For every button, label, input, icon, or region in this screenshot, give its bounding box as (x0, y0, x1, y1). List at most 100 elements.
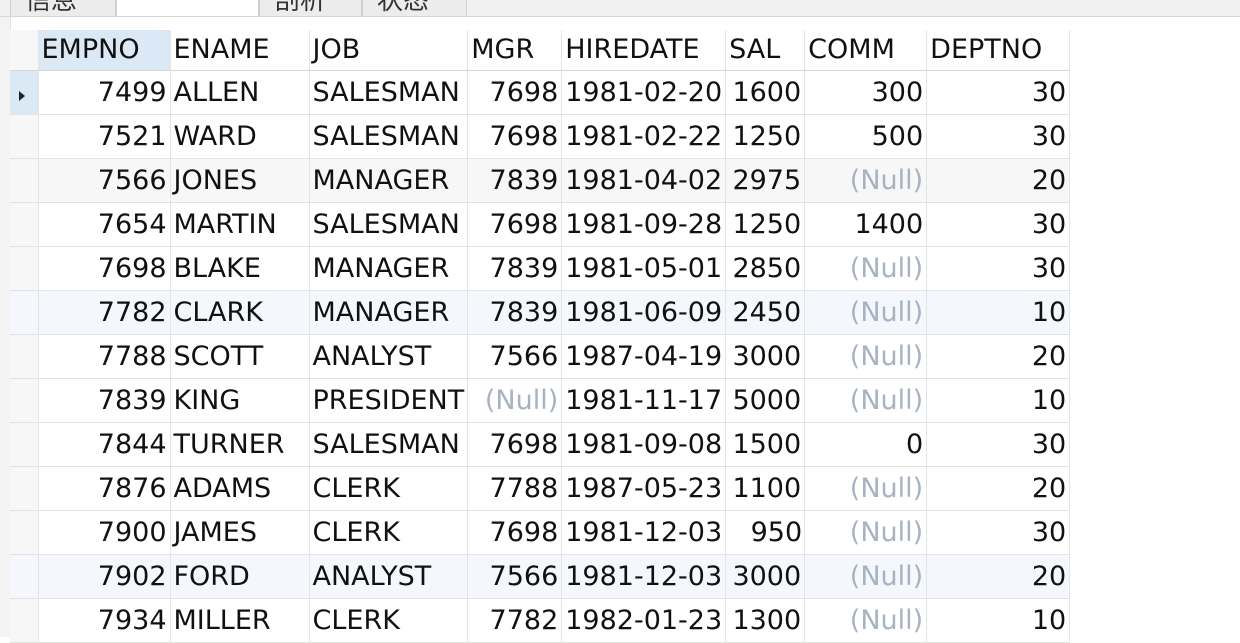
cell-empno[interactable]: 7934 (38, 598, 171, 643)
cell-sal[interactable]: 2975 (725, 158, 806, 203)
cell-ename[interactable]: JONES (170, 158, 310, 203)
cell-sal[interactable]: 3000 (725, 334, 806, 379)
table-row[interactable]: 7839 KING PRESIDENT (Null) 1981-11-17 5000 (Nu… (10, 378, 1071, 423)
cell-hiredate[interactable]: 1981-12-03 (561, 554, 727, 599)
row-selector[interactable] (10, 290, 39, 335)
column-header-deptno[interactable]: DEPTNO (926, 30, 1071, 71)
cell-mgr[interactable]: 7788 (467, 466, 563, 511)
cell-job[interactable]: SALESMAN (309, 70, 469, 115)
cell-comm[interactable]: (Null) (804, 378, 928, 423)
column-header-job[interactable]: JOB (309, 30, 469, 71)
cell-empno[interactable]: 7900 (38, 510, 171, 555)
cell-mgr[interactable]: 7698 (467, 510, 563, 555)
cell-hiredate[interactable]: 1981-06-09 (561, 290, 727, 335)
cell-ename[interactable]: SCOTT (170, 334, 310, 379)
cell-mgr[interactable]: 7782 (467, 598, 563, 643)
cell-empno[interactable]: 7839 (38, 378, 171, 423)
column-header-hiredate[interactable]: HIREDATE (561, 30, 727, 71)
row-selector[interactable] (10, 598, 39, 643)
row-selector[interactable] (10, 466, 39, 511)
cell-sal[interactable]: 950 (725, 510, 806, 555)
cell-deptno[interactable]: 20 (926, 334, 1071, 379)
cell-job[interactable]: SALESMAN (309, 114, 469, 159)
cell-sal[interactable]: 1250 (725, 114, 806, 159)
cell-hiredate[interactable]: 1981-12-03 (561, 510, 727, 555)
cell-comm[interactable]: (Null) (804, 510, 928, 555)
cell-job[interactable]: MANAGER (309, 246, 469, 291)
cell-deptno[interactable]: 20 (926, 466, 1071, 511)
cell-hiredate[interactable]: 1981-09-08 (561, 422, 727, 467)
row-selector[interactable] (10, 554, 39, 599)
cell-ename[interactable]: ALLEN (170, 70, 310, 115)
cell-ename[interactable]: CLARK (170, 290, 310, 335)
table-row[interactable]: 7934 MILLER CLERK 7782 1982-01-23 1300 (Null) 1… (10, 598, 1071, 643)
cell-deptno[interactable]: 20 (926, 158, 1071, 203)
cell-ename[interactable]: JAMES (170, 510, 310, 555)
cell-sal[interactable]: 1250 (725, 202, 806, 247)
cell-empno[interactable]: 7499 (38, 70, 171, 115)
cell-comm[interactable]: (Null) (804, 290, 928, 335)
table-row[interactable]: 7698 BLAKE MANAGER 7839 1981-05-01 2850 (Null)… (10, 246, 1071, 291)
cell-mgr[interactable]: 7698 (467, 114, 563, 159)
cell-deptno[interactable]: 30 (926, 114, 1071, 159)
cell-job[interactable]: SALESMAN (309, 202, 469, 247)
table-row[interactable]: 7844 TURNER SALESMAN 7698 1981-09-08 1500 0 30 (10, 422, 1071, 467)
cell-hiredate[interactable]: 1981-02-22 (561, 114, 727, 159)
table-row[interactable]: 7900 JAMES CLERK 7698 1981-12-03 950 (Null) 30 (10, 510, 1071, 555)
cell-sal[interactable]: 3000 (725, 554, 806, 599)
cell-empno[interactable]: 7788 (38, 334, 171, 379)
cell-deptno[interactable]: 30 (926, 422, 1071, 467)
column-header-comm[interactable]: COMM (804, 30, 928, 71)
cell-mgr[interactable]: 7698 (467, 70, 563, 115)
tab-result[interactable] (116, 0, 259, 16)
cell-hiredate[interactable]: 1982-01-23 (561, 598, 727, 643)
cell-sal[interactable]: 1300 (725, 598, 806, 643)
row-selector[interactable] (10, 114, 39, 159)
cell-deptno[interactable]: 30 (926, 246, 1071, 291)
table-row[interactable]: 7782 CLARK MANAGER 7839 1981-06-09 2450 (Null)… (10, 290, 1071, 335)
cell-hiredate[interactable]: 1981-04-02 (561, 158, 727, 203)
column-header-empno[interactable]: EMPNO (38, 30, 171, 71)
row-selector[interactable] (10, 334, 39, 379)
cell-sal[interactable]: 2850 (725, 246, 806, 291)
cell-job[interactable]: MANAGER (309, 290, 469, 335)
cell-sal[interactable]: 1500 (725, 422, 806, 467)
cell-hiredate[interactable]: 1987-04-19 (561, 334, 727, 379)
cell-mgr[interactable]: 7698 (467, 202, 563, 247)
cell-ename[interactable]: BLAKE (170, 246, 310, 291)
cell-mgr[interactable]: 7698 (467, 422, 563, 467)
cell-sal[interactable]: 1600 (725, 70, 806, 115)
cell-job[interactable]: ANALYST (309, 554, 469, 599)
cell-hiredate[interactable]: 1981-11-17 (561, 378, 727, 423)
cell-mgr[interactable]: 7839 (467, 158, 563, 203)
cell-empno[interactable]: 7698 (38, 246, 171, 291)
cell-comm[interactable]: (Null) (804, 246, 928, 291)
cell-mgr[interactable]: (Null) (467, 378, 563, 423)
cell-comm[interactable]: 0 (804, 422, 928, 467)
cell-hiredate[interactable]: 1981-09-28 (561, 202, 727, 247)
cell-empno[interactable]: 7566 (38, 158, 171, 203)
cell-ename[interactable]: WARD (170, 114, 310, 159)
row-selector[interactable] (10, 422, 39, 467)
tab-profile[interactable]: 剖析 (259, 0, 362, 16)
cell-deptno[interactable]: 30 (926, 510, 1071, 555)
cell-ename[interactable]: ADAMS (170, 466, 310, 511)
cell-ename[interactable]: MARTIN (170, 202, 310, 247)
cell-ename[interactable]: FORD (170, 554, 310, 599)
cell-deptno[interactable]: 30 (926, 202, 1071, 247)
cell-ename[interactable]: MILLER (170, 598, 310, 643)
cell-deptno[interactable]: 30 (926, 70, 1071, 115)
cell-empno[interactable]: 7654 (38, 202, 171, 247)
cell-sal[interactable]: 1100 (725, 466, 806, 511)
cell-empno[interactable]: 7521 (38, 114, 171, 159)
cell-job[interactable]: PRESIDENT (309, 378, 469, 423)
table-row[interactable]: 7876 ADAMS CLERK 7788 1987-05-23 1100 (Null) 20 (10, 466, 1071, 511)
cell-sal[interactable]: 2450 (725, 290, 806, 335)
cell-comm[interactable]: (Null) (804, 158, 928, 203)
tab-status[interactable]: 状态 (362, 0, 467, 16)
cell-sal[interactable]: 5000 (725, 378, 806, 423)
cell-comm[interactable]: (Null) (804, 554, 928, 599)
cell-empno[interactable]: 7902 (38, 554, 171, 599)
cell-hiredate[interactable]: 1987-05-23 (561, 466, 727, 511)
row-selector[interactable] (10, 70, 39, 115)
